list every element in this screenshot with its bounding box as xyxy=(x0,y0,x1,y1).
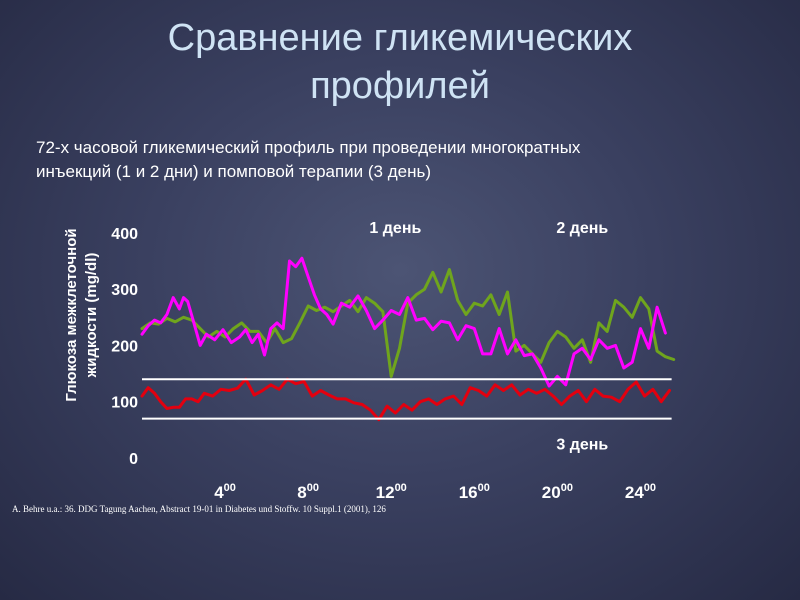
day-labels: 1 день 2 день 3 день xyxy=(369,220,608,454)
x-tick-label: 1200 xyxy=(376,482,407,502)
y-tick-label: 100 xyxy=(111,395,138,412)
x-tick-label: 2000 xyxy=(542,482,573,502)
day-label: 2 день xyxy=(556,220,608,237)
series-line-3 xyxy=(140,377,671,422)
x-axis-ticks: 400 800 1200 1600 2000 2400 xyxy=(214,482,656,502)
series-line-1 xyxy=(140,256,667,388)
x-tick-label: 2400 xyxy=(625,482,656,502)
y-axis-ticks: 0 100 200 300 400 xyxy=(111,226,138,468)
series-line-2 xyxy=(140,268,676,378)
x-tick-label: 1600 xyxy=(459,482,490,502)
x-tick-label: 800 xyxy=(297,482,319,502)
y-tick-label: 400 xyxy=(111,226,138,243)
series-lines xyxy=(140,256,676,422)
title-line-1: Сравнение гликемических xyxy=(167,17,633,59)
target-range-lines xyxy=(142,378,672,420)
y-tick-label: 0 xyxy=(129,451,138,468)
slide-title: Сравнение гликемических профилей xyxy=(0,14,800,110)
day-label: 3 день xyxy=(556,437,608,454)
subtitle-line-1: 72-х часовой гликемический профиль при п… xyxy=(36,138,581,157)
y-tick-label: 200 xyxy=(111,338,138,355)
citation: A. Behre u.a.: 36. DDG Tagung Aachen, Ab… xyxy=(12,504,386,514)
day-label: 1 день xyxy=(369,220,421,237)
y-axis-label-line-2: жидкости (mg/dl) xyxy=(83,253,100,379)
chart-subtitle: 72-х часовой гликемический профиль при п… xyxy=(36,136,776,184)
y-tick-label: 300 xyxy=(111,282,138,299)
y-axis-label: Глюкоза межклеточной жидкости (mg/dl) xyxy=(63,228,100,401)
x-tick-label: 400 xyxy=(214,482,236,502)
y-axis-label-line-1: Глюкоза межклеточной xyxy=(63,228,80,401)
subtitle-line-2: инъекций (1 и 2 дни) и помповой терапии … xyxy=(36,162,432,181)
title-line-2: профилей xyxy=(310,65,490,107)
